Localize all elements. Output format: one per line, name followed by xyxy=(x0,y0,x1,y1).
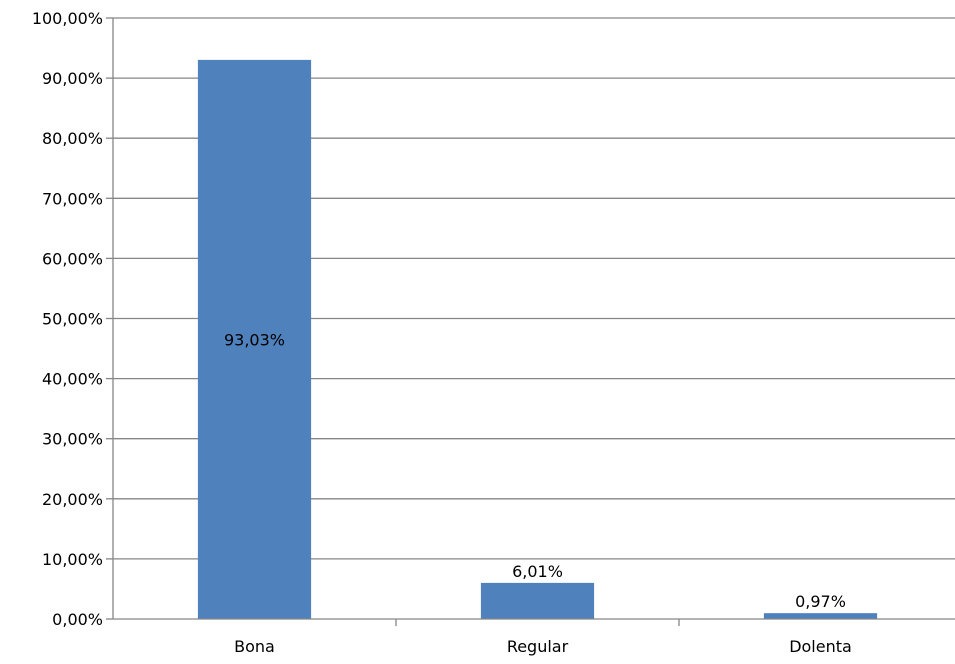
y-tick-label: 60,00% xyxy=(42,249,103,268)
y-tick-label: 30,00% xyxy=(42,430,103,449)
bar xyxy=(197,59,312,619)
x-category-label: Bona xyxy=(234,637,275,656)
data-label: 6,01% xyxy=(512,562,563,581)
y-tick-label: 90,00% xyxy=(42,69,103,88)
y-tick-label: 40,00% xyxy=(42,370,103,389)
y-tick-label: 10,00% xyxy=(42,550,103,569)
y-tick-label: 70,00% xyxy=(42,189,103,208)
y-tick-label: 50,00% xyxy=(42,310,103,329)
data-label: 0,97% xyxy=(795,592,846,611)
y-tick-label: 80,00% xyxy=(42,129,103,148)
bar xyxy=(480,582,595,619)
y-tick-label: 20,00% xyxy=(42,490,103,509)
bar xyxy=(763,613,878,619)
y-tick-label: 0,00% xyxy=(52,610,103,629)
bars xyxy=(197,59,878,619)
labels: 0,00% 10,00% 20,00% 30,00% 40,00% 50,00% 60,00… xyxy=(32,9,852,656)
axes xyxy=(106,17,955,626)
x-category-label: Dolenta xyxy=(789,637,852,656)
y-tick-label: 100,00% xyxy=(32,9,103,28)
data-label: 93,03% xyxy=(224,330,285,349)
x-category-label: Regular xyxy=(507,637,569,656)
